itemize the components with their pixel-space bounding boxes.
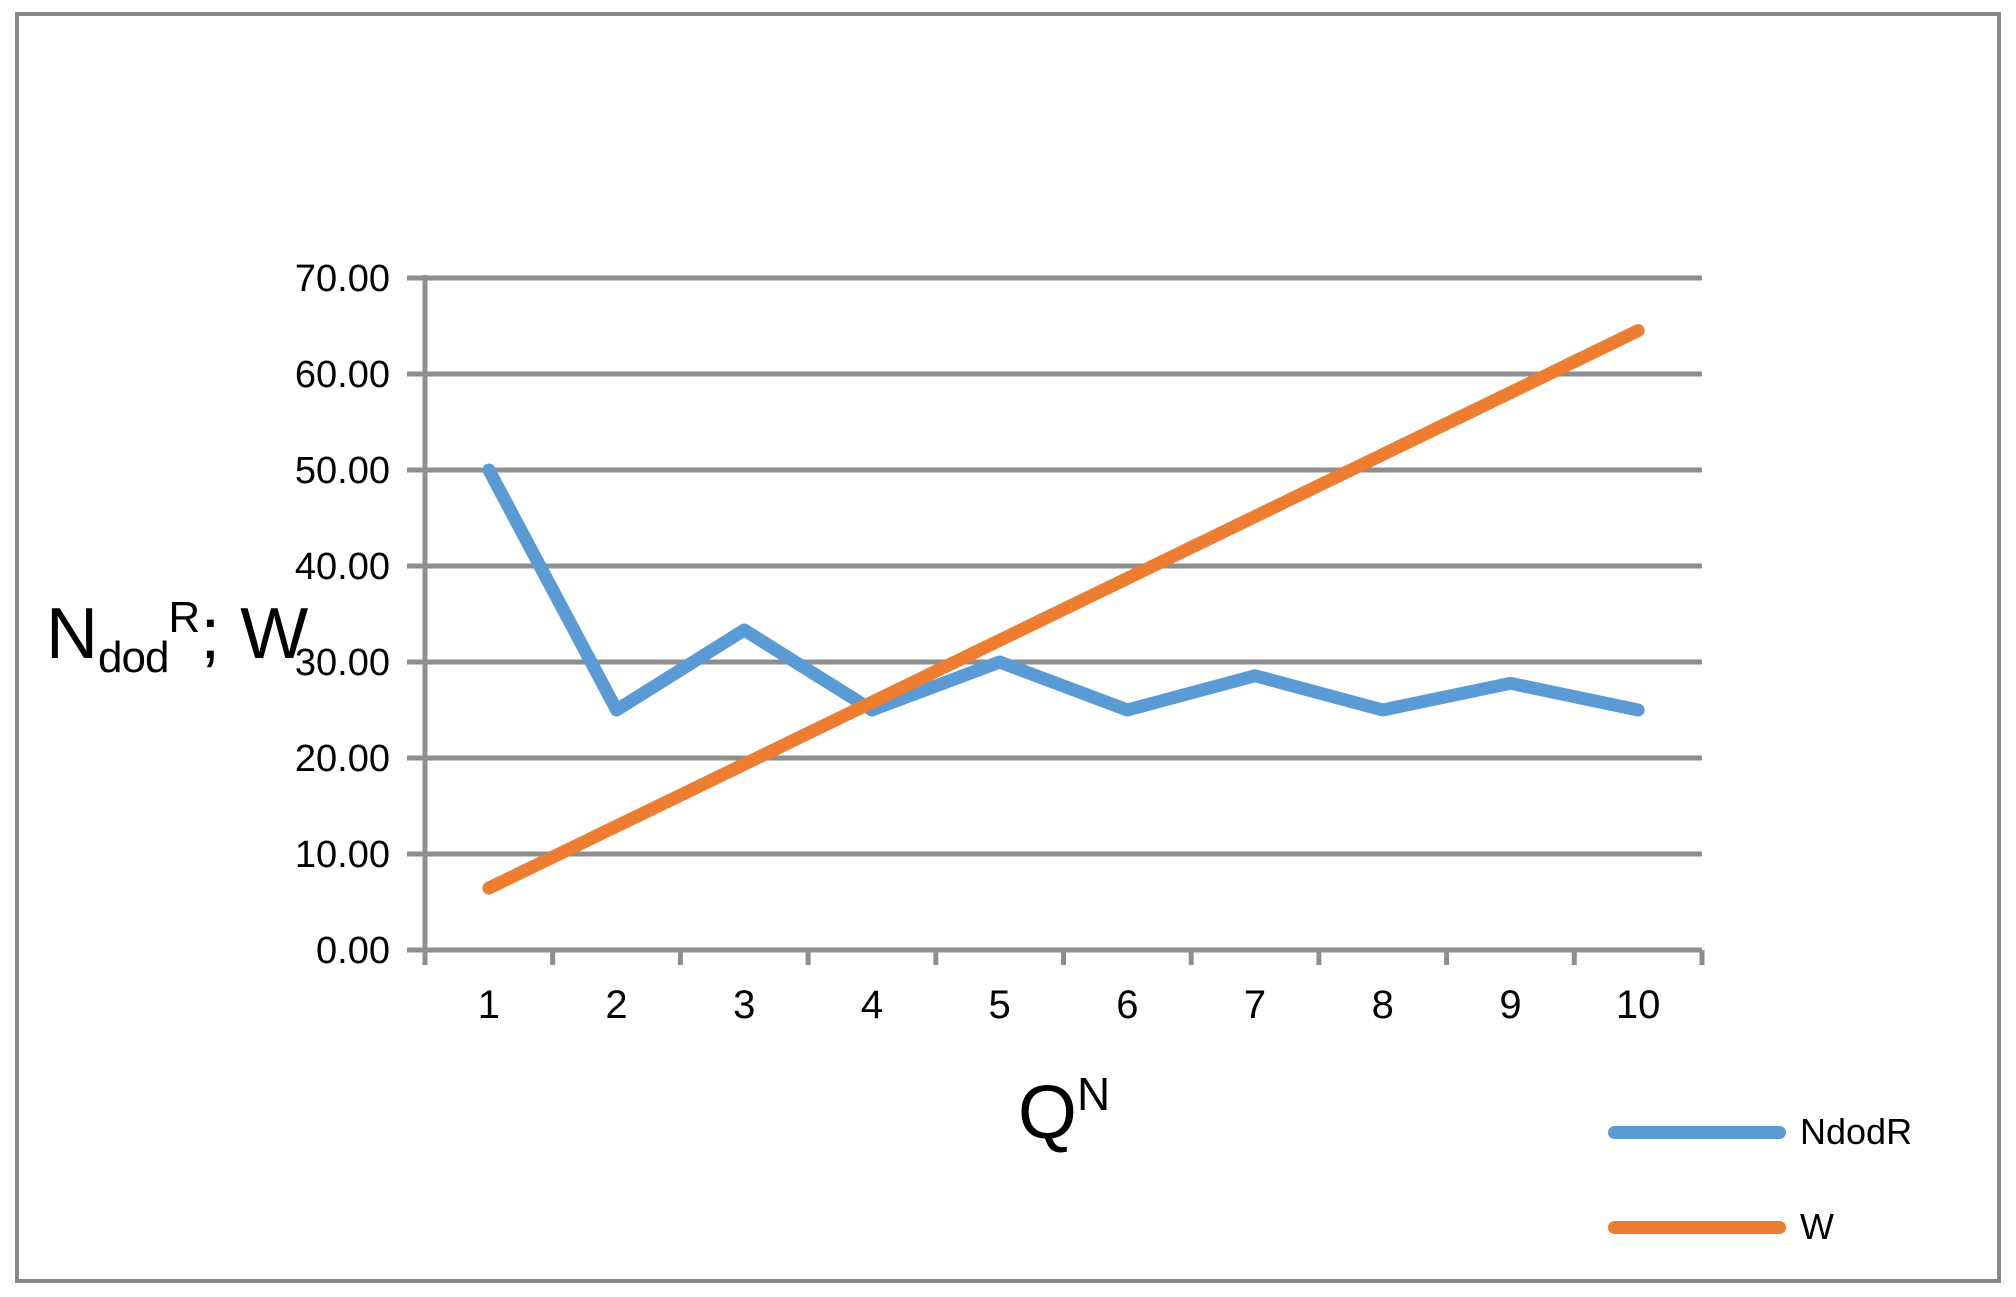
series-line-W [482, 324, 1645, 895]
series-line-NdodR [482, 463, 1645, 717]
x-tick-label: 5 [989, 983, 1011, 1027]
x-tick-label: 10 [1616, 983, 1661, 1027]
legend-label-ndodr: NdodR [1800, 1111, 1913, 1152]
x-tick-label: 8 [1372, 983, 1394, 1027]
x-tick-label: 2 [605, 983, 627, 1027]
y-axis-title: NdodR; W [46, 576, 308, 700]
x-tick-label: 9 [1499, 983, 1521, 1027]
y-axis-title-superscript: R [168, 593, 201, 642]
y-tick-label: 70.00 [295, 258, 390, 300]
x-tick-label: 6 [1116, 983, 1138, 1027]
y-tick-label: 0.00 [316, 930, 390, 972]
y-axis-title-subscript: dod [98, 633, 169, 682]
y-axis-title-rest: ; W [200, 594, 309, 674]
y-tick-label: 30.00 [295, 642, 390, 684]
legend-line-swatch-w [1608, 1220, 1786, 1234]
legend-item-w: W [1608, 1207, 1834, 1247]
x-tick-label: 7 [1244, 983, 1266, 1027]
legend-label-w: W [1800, 1206, 1834, 1247]
x-tick-label: 4 [861, 983, 883, 1027]
y-tick-label: 50.00 [295, 450, 390, 492]
y-tick-label: 40.00 [295, 546, 390, 588]
legend-item-ndodr: NdodR [1608, 1112, 1912, 1152]
x-axis-title-superscript: N [1076, 1068, 1111, 1120]
y-tick-label: 20.00 [295, 738, 390, 780]
y-tick-label: 10.00 [295, 834, 390, 876]
y-tick-label: 60.00 [295, 354, 390, 396]
y-axis-title-base: N [46, 594, 98, 674]
x-tick-label: 1 [478, 983, 500, 1027]
legend-line-swatch-ndodr [1608, 1125, 1786, 1139]
x-axis-title: QN [1018, 1054, 1110, 1153]
x-tick-label: 3 [733, 983, 755, 1027]
x-axis-title-base: Q [1017, 1070, 1077, 1155]
